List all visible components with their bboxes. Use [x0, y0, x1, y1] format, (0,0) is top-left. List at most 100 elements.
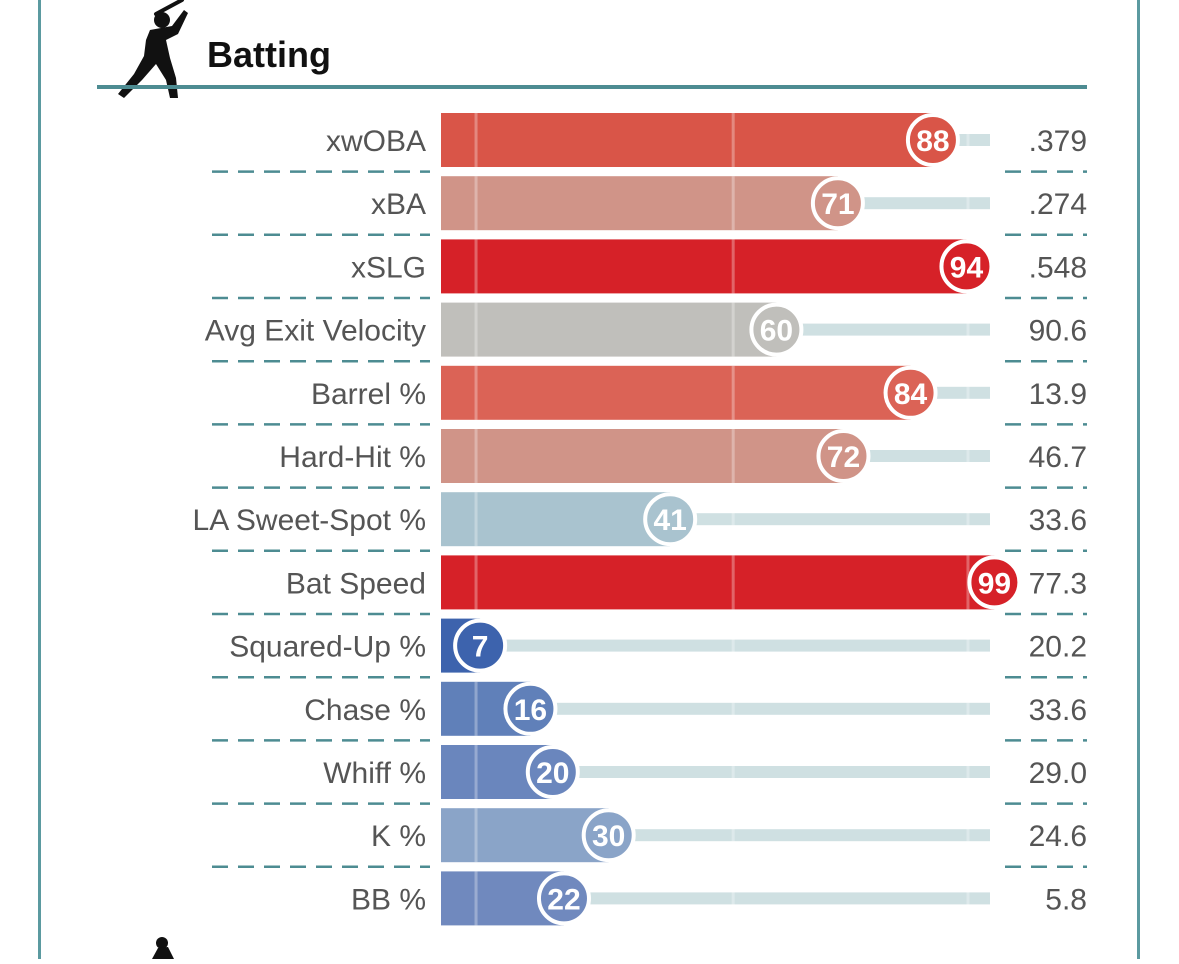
stat-value: 29.0 — [1029, 757, 1087, 790]
percentile-bar — [441, 176, 838, 231]
reference-line — [966, 871, 970, 926]
reference-line — [966, 302, 970, 357]
percentile-bubble — [503, 681, 558, 736]
stat-value: 77.3 — [1029, 567, 1087, 600]
reference-line — [966, 681, 970, 736]
percentile-value: 20 — [536, 757, 569, 790]
percentile-value: 41 — [654, 504, 687, 537]
reference-line — [966, 492, 970, 547]
percentile-bubble — [967, 555, 1022, 610]
stat-value: 5.8 — [1045, 883, 1087, 916]
reference-line — [966, 113, 970, 167]
pitcher-silhouette-icon — [144, 934, 184, 959]
reference-line — [731, 176, 735, 231]
metric-label: Avg Exit Velocity — [205, 315, 426, 348]
percentile-bar — [441, 302, 777, 357]
percentile-value: 30 — [592, 820, 625, 853]
percentile-bubble — [453, 618, 508, 673]
reference-line — [731, 871, 735, 926]
reference-line — [731, 492, 735, 547]
percentile-bubble — [536, 871, 591, 926]
reference-line — [731, 745, 735, 799]
batter-silhouette-icon — [112, 0, 192, 100]
reference-line — [966, 365, 970, 420]
metric-label: LA Sweet-Spot % — [193, 504, 426, 537]
percentile-value: 99 — [978, 567, 1011, 600]
metric-label: xSLG — [351, 251, 426, 284]
percentile-bubble — [883, 365, 938, 420]
reference-line — [474, 113, 478, 167]
track-bar — [530, 702, 990, 715]
percentile-value: 71 — [821, 188, 854, 221]
reference-line — [731, 302, 735, 357]
stat-value: 20.2 — [1029, 631, 1087, 664]
reference-line — [731, 555, 735, 610]
percentile-bar — [441, 113, 933, 167]
frame-left-border — [38, 0, 41, 959]
percentile-bubble — [749, 302, 804, 357]
stat-value: 90.6 — [1029, 315, 1087, 348]
track-bar — [563, 892, 990, 905]
reference-line — [474, 365, 478, 420]
reference-line — [966, 429, 970, 483]
reference-line — [966, 808, 970, 863]
track-bar — [837, 197, 990, 210]
stat-value: .548 — [1029, 251, 1087, 284]
percentile-value: 7 — [472, 631, 489, 664]
reference-line — [474, 681, 478, 736]
percentile-value: 60 — [760, 315, 793, 348]
percentile-value: 94 — [950, 251, 984, 284]
title-rule — [97, 85, 1087, 89]
percentile-bubble — [905, 113, 960, 167]
percentile-bar — [441, 492, 671, 547]
percentile-bar — [441, 808, 609, 863]
reference-line — [474, 871, 478, 926]
metric-label: Squared-Up % — [229, 631, 426, 664]
reference-line — [474, 176, 478, 231]
stat-value: .274 — [1029, 188, 1087, 221]
reference-line — [731, 618, 735, 673]
percentile-value: 84 — [894, 378, 928, 411]
track-bar — [480, 639, 990, 652]
track-bar — [608, 829, 990, 842]
frame-right-border — [1137, 0, 1140, 959]
metric-label: K % — [371, 820, 426, 853]
reference-line — [474, 429, 478, 483]
reference-line — [731, 113, 735, 167]
percentile-bubble — [939, 239, 994, 294]
reference-line — [966, 618, 970, 673]
metric-label: Barrel % — [311, 378, 426, 411]
stat-value: .379 — [1029, 125, 1087, 158]
reference-line — [966, 745, 970, 799]
reference-line — [731, 681, 735, 736]
stat-value: 46.7 — [1029, 441, 1087, 474]
section-title: Batting — [207, 34, 331, 75]
percentile-bubble — [581, 808, 636, 863]
stat-value: 33.6 — [1029, 504, 1087, 537]
reference-line — [731, 429, 735, 483]
percentile-bubble — [525, 745, 580, 799]
reference-line — [474, 745, 478, 799]
metric-label: xwOBA — [326, 125, 426, 158]
percentile-value: 88 — [916, 125, 949, 158]
reference-line — [474, 239, 478, 294]
percentile-bubble — [816, 429, 871, 483]
metric-label: Bat Speed — [286, 567, 426, 600]
reference-line — [731, 808, 735, 863]
metric-label: Chase % — [304, 694, 426, 727]
stat-value: 13.9 — [1029, 378, 1087, 411]
metric-label: Whiff % — [323, 757, 426, 790]
track-bar — [670, 513, 990, 526]
metric-label: xBA — [371, 188, 426, 221]
percentile-bar — [441, 429, 844, 483]
percentile-bubble — [810, 176, 865, 231]
reference-line — [474, 302, 478, 357]
percentile-bar — [441, 365, 911, 420]
reference-line — [474, 808, 478, 863]
percentile-bar — [441, 239, 967, 294]
track-bar — [552, 766, 990, 778]
metric-label: Hard-Hit % — [279, 441, 426, 474]
percentile-bubble — [643, 492, 698, 547]
reference-line — [966, 176, 970, 231]
